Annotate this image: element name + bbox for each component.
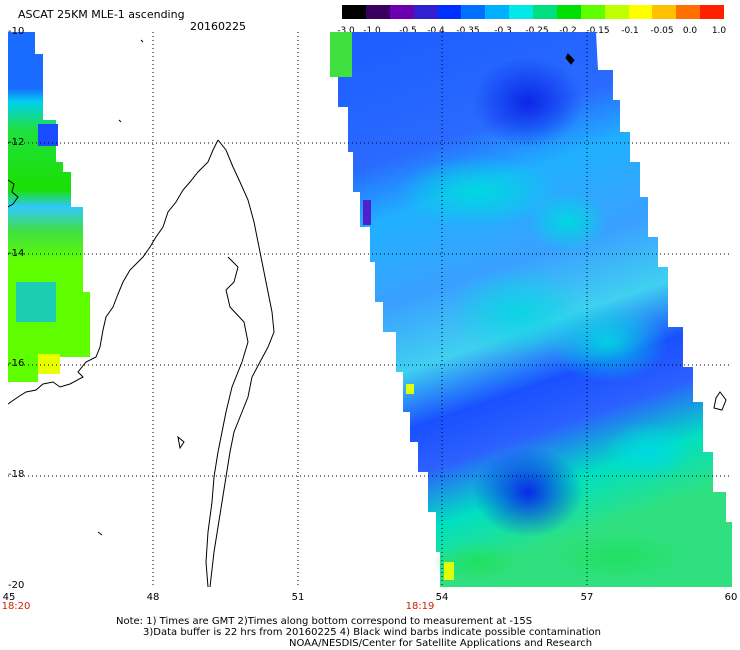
lon-label: 48 bbox=[146, 592, 160, 603]
lat-label: -10 bbox=[8, 26, 25, 37]
right-swath bbox=[330, 32, 732, 587]
colorbar-tick-label: -0.3 bbox=[494, 26, 512, 36]
lon-label: 57 bbox=[580, 592, 594, 603]
colorbar-tick-label: -1.0 bbox=[363, 26, 381, 36]
lat-label: -14 bbox=[8, 248, 25, 259]
lat-label: -18 bbox=[8, 469, 25, 480]
coastline bbox=[8, 39, 727, 587]
colorbar-swatch bbox=[365, 5, 390, 19]
colorbar-tick-label: -0.5 bbox=[399, 26, 417, 36]
colorbar-swatch bbox=[389, 5, 414, 19]
colorbar-tick-label: 0.0 bbox=[682, 26, 698, 36]
colorbar-tick-label: -0.2 bbox=[559, 26, 577, 36]
pass-time-left: 18:20 bbox=[1, 601, 31, 612]
colorbar-swatch bbox=[628, 5, 653, 19]
colorbar-swatch bbox=[580, 5, 605, 19]
colorbar-tick-label: -3.0 bbox=[337, 26, 355, 36]
note-line-2: 3)Data buffer is 22 hrs from 20160225 4)… bbox=[143, 627, 601, 638]
colorbar-tick-label: -0.35 bbox=[456, 26, 480, 36]
note-line-1: Note: 1) Times are GMT 2)Times along bot… bbox=[116, 616, 533, 627]
lon-label: 60 bbox=[724, 592, 738, 603]
colorbar-tick-label: -0.15 bbox=[586, 26, 610, 36]
colorbar-tick-label: -0.4 bbox=[427, 26, 445, 36]
colorbar-swatch bbox=[461, 5, 486, 19]
lon-label: 45 bbox=[2, 592, 16, 603]
graticule bbox=[8, 32, 732, 587]
lat-label: -16 bbox=[8, 358, 25, 369]
product-title: ASCAT 25KM MLE-1 ascending bbox=[18, 8, 185, 21]
colorbar-swatch bbox=[604, 5, 629, 19]
colorbar-swatch bbox=[509, 5, 533, 19]
lat-label: -20 bbox=[8, 580, 25, 591]
colorbar-swatch bbox=[676, 5, 701, 19]
colorbar-swatch bbox=[413, 5, 438, 19]
colorbar-swatch bbox=[700, 5, 724, 19]
note-line-3: NOAA/NESDIS/Center for Satellite Applica… bbox=[289, 638, 593, 649]
colorbar-swatch bbox=[556, 5, 581, 19]
map-panel bbox=[8, 32, 732, 587]
colorbar bbox=[342, 5, 724, 19]
colorbar-tick-label: -0.1 bbox=[621, 26, 639, 36]
lon-label: 51 bbox=[291, 592, 305, 603]
left-swath bbox=[8, 32, 90, 382]
colorbar-tick-label: -0.05 bbox=[650, 26, 674, 36]
colorbar-swatch bbox=[652, 5, 677, 19]
product-date: 20160225 bbox=[190, 20, 246, 33]
lon-label: 54 bbox=[435, 592, 449, 603]
pass-time-middle: 18:19 bbox=[405, 601, 435, 612]
colorbar-swatch bbox=[437, 5, 462, 19]
lat-label: -12 bbox=[8, 137, 25, 148]
colorbar-swatch bbox=[533, 5, 557, 19]
colorbar-tick-label: 1.0 bbox=[711, 26, 727, 36]
colorbar-tick-label: -0.25 bbox=[525, 26, 549, 36]
colorbar-swatch bbox=[342, 5, 366, 19]
colorbar-swatch bbox=[485, 5, 510, 19]
